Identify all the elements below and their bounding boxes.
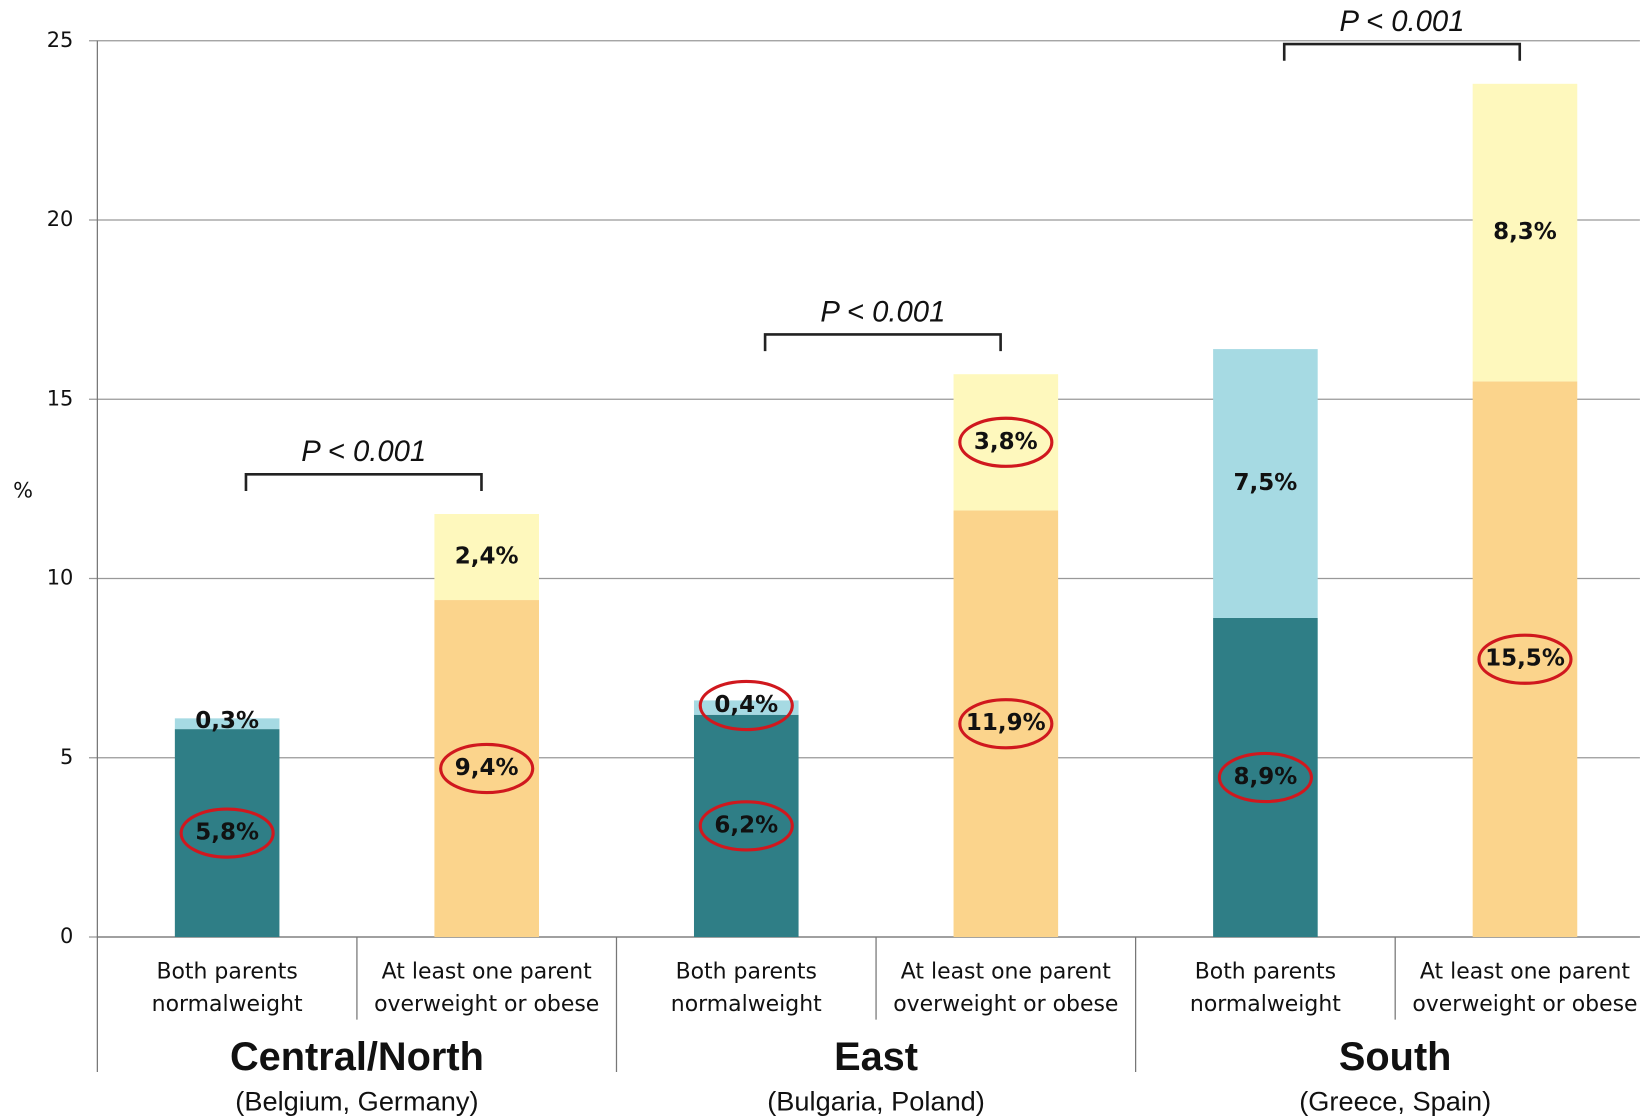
value-label: 2,4% (455, 544, 519, 570)
x-tick-label: normalweight (671, 992, 822, 1017)
x-tick-label: overweight or obese (374, 992, 599, 1017)
significance-bracket (244, 472, 483, 491)
group-label: South (1339, 1035, 1452, 1079)
value-label: 8,3% (1493, 219, 1557, 245)
bar-segment (174, 729, 280, 938)
x-tick-label: normalweight (152, 992, 303, 1017)
bar-segment (1472, 381, 1578, 938)
highlight-circle (179, 807, 275, 859)
x-tick-label: Both parents (1195, 960, 1336, 985)
bar-segment (434, 514, 539, 601)
highlight-circle (698, 800, 794, 852)
y-tick-label: 25 (47, 28, 74, 52)
value-label: 0,4% (714, 692, 778, 718)
highlight-circle (698, 679, 794, 732)
group-note: (Greece, Spain) (1299, 1086, 1491, 1117)
highlight-circle (958, 698, 1054, 750)
group-note: (Belgium, Germany) (235, 1086, 478, 1117)
value-label: 0,3% (195, 708, 259, 734)
bar-segment (693, 700, 799, 715)
x-tick-label: At least one parent (382, 960, 592, 985)
value-label: 8,9% (1234, 764, 1298, 790)
highlight-circle (1217, 751, 1313, 804)
significance-bracket (763, 333, 1002, 352)
p-value: P < 0.001 (1339, 5, 1464, 38)
x-tick-label: At least one parent (901, 960, 1111, 985)
highlight-circle (439, 742, 535, 795)
x-tick-label: At least one parent (1420, 960, 1630, 985)
bar-segment (953, 510, 1059, 938)
x-tick-label: overweight or obese (1412, 992, 1637, 1017)
x-tick-label: overweight or obese (893, 992, 1118, 1017)
y-tick-label: 10 (47, 566, 74, 590)
y-axis-label: % (13, 479, 33, 503)
highlight-circle (1477, 633, 1573, 685)
bar-segment (434, 600, 539, 938)
y-tick-label: 5 (60, 745, 73, 769)
x-tick-label: Both parents (156, 960, 297, 985)
bar-segment (693, 714, 799, 938)
x-tick-label: normalweight (1190, 992, 1341, 1017)
value-label: 9,4% (455, 755, 519, 781)
group-label: East (834, 1035, 918, 1079)
bar-segment (953, 374, 1059, 511)
value-label: 5,8% (195, 820, 259, 846)
significance-bracket (1282, 42, 1522, 61)
value-label: 3,8% (974, 429, 1038, 455)
value-label: 7,5% (1234, 470, 1298, 496)
x-tick-label: Both parents (676, 960, 817, 985)
value-label: 15,5% (1485, 646, 1565, 672)
p-value: P < 0.001 (301, 435, 426, 468)
y-tick-label: 15 (47, 386, 74, 410)
y-tick-label: 20 (47, 207, 74, 231)
group-note: (Bulgaria, Poland) (767, 1086, 985, 1117)
bar-segment (1472, 83, 1578, 382)
y-tick-label: 0 (60, 924, 73, 948)
value-label: 6,2% (714, 812, 778, 838)
p-value: P < 0.001 (820, 295, 945, 328)
bar-segment (1213, 617, 1318, 938)
value-label: 11,9% (966, 710, 1046, 736)
highlight-circle (958, 416, 1054, 468)
bar-segment (1213, 349, 1318, 618)
group-label: Central/North (230, 1035, 484, 1079)
bar-segment (174, 718, 280, 730)
